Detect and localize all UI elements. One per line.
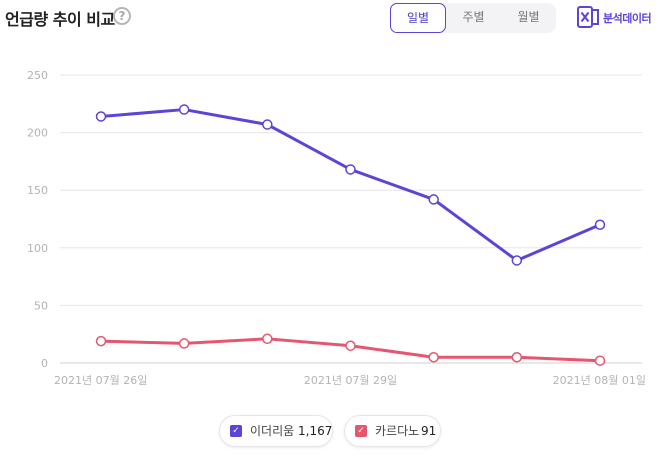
data-point-series-2 xyxy=(511,351,523,363)
y-tick-label: 250 xyxy=(27,69,48,82)
x-tick-label: 2021년 07월 26일 xyxy=(54,373,147,385)
question-circle-icon[interactable]: ? xyxy=(113,7,131,25)
data-point-series-1 xyxy=(428,194,439,205)
tab-weekly[interactable]: 주별 xyxy=(462,10,485,24)
export-data-button[interactable]: 분석데이터 xyxy=(603,12,652,25)
y-tick-label: 0 xyxy=(41,357,48,370)
data-point-series-2 xyxy=(594,355,606,366)
legend-series-name: 이더리움 xyxy=(250,424,295,438)
period-toggle: 일별 주별 월별 xyxy=(390,3,556,33)
line-chart: 0 50 100 150 200 250 2021년 07월 26일 2021년 07월 29… xyxy=(27,69,646,385)
legend-series-count: 91 xyxy=(421,424,437,438)
legend-series-name: 카르다노 xyxy=(375,424,420,438)
legend-series-count: 1,167 xyxy=(298,424,333,438)
tab-monthly[interactable]: 월별 xyxy=(517,10,540,24)
data-point-series-2 xyxy=(262,333,273,345)
data-point-series-1 xyxy=(95,111,107,122)
data-point-series-2 xyxy=(345,340,356,351)
y-tick-label: 100 xyxy=(27,242,48,255)
y-tick-label: 150 xyxy=(27,184,48,197)
data-point-series-1 xyxy=(345,164,356,175)
data-point-series-1 xyxy=(262,119,273,130)
data-point-series-1 xyxy=(178,104,190,115)
data-point-series-2 xyxy=(95,335,107,347)
data-point-series-2 xyxy=(428,351,439,363)
page-title: 언급량 추이 비교 xyxy=(5,10,115,29)
data-point-series-2 xyxy=(178,338,190,349)
y-tick-label: 50 xyxy=(34,299,48,312)
checkbox-icon: ✓ xyxy=(355,425,367,437)
legend-item-ethereum[interactable]: ✓ 이더리움 1,167 xyxy=(219,415,333,447)
data-point-series-1 xyxy=(594,219,606,231)
excel-icon[interactable] xyxy=(577,6,599,28)
y-tick-label: 200 xyxy=(27,127,48,140)
data-point-series-1 xyxy=(511,255,523,266)
tab-daily[interactable]: 일별 xyxy=(390,3,446,33)
x-tick-label: 2021년 07월 29일 xyxy=(304,373,397,385)
checkbox-icon: ✓ xyxy=(230,425,242,437)
chart-header: 언급량 추이 비교 ? 일별 주별 월별 분석데이터 xyxy=(0,0,660,40)
legend-item-cardano[interactable]: ✓ 카르다노 91 xyxy=(344,415,441,447)
x-tick-label: 2021년 08월 01일 xyxy=(553,373,646,385)
